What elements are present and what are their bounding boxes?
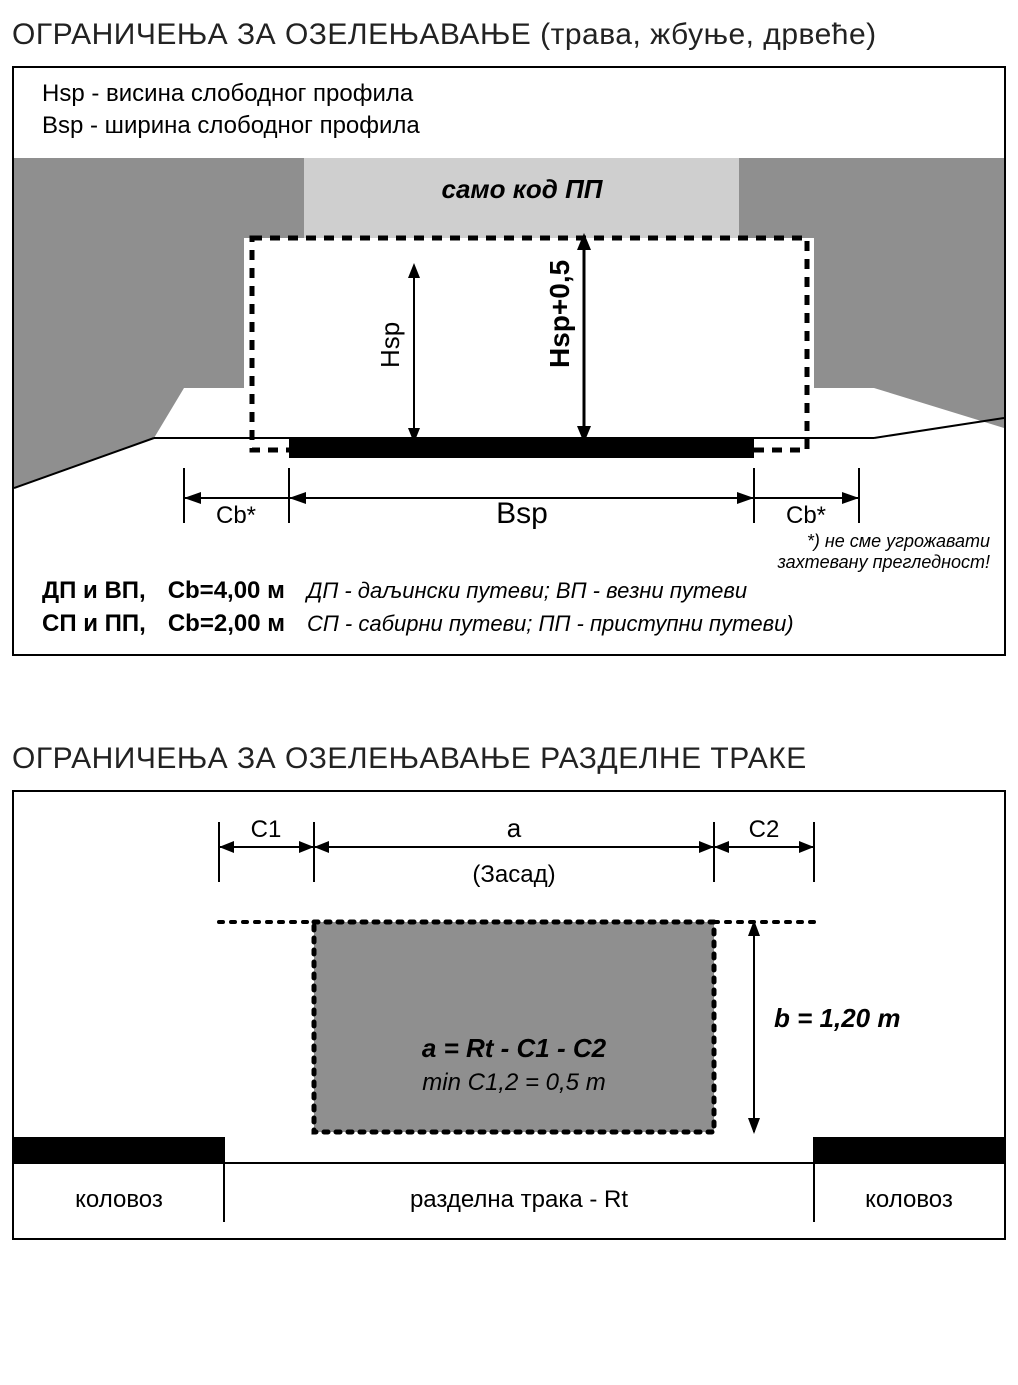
hsp-plus-dim: Hsp+0,5 (544, 233, 591, 443)
svg-text:Hsp+0,5: Hsp+0,5 (544, 260, 575, 368)
svg-text:b = 1,20 m: b = 1,20 m (774, 1003, 900, 1033)
cb-right: Cb* (754, 468, 859, 529)
median-label: разделна трака - Rt (410, 1186, 628, 1213)
row0-lead: ДП и ВП, (42, 575, 146, 607)
dashed-outer (252, 238, 807, 450)
row1-cb: Сb=2,00 м (168, 608, 285, 640)
diagram-2-svg: С1 a С2 (Засад) a = Rt - C1 - C2 min C1,… (14, 792, 1004, 1242)
svg-text:Cb*: Cb* (216, 502, 256, 529)
road-left (14, 1137, 224, 1163)
road-right (814, 1137, 1004, 1163)
cb-left: Cb* (184, 468, 289, 529)
top-note: само код ПП (441, 174, 603, 204)
bottom-notes: ДП и ВП, Сb=4,00 м ДП - даљински путеви;… (42, 575, 794, 640)
kolovoz-right: коловоз (865, 1186, 953, 1213)
row0-desc: ДП - даљински путеви; ВП - везни путеви (307, 576, 747, 606)
diagram-2: С1 a С2 (Засад) a = Rt - C1 - C2 min C1,… (12, 790, 1006, 1240)
hsp-dim: Hsp (375, 263, 420, 443)
formula: a = Rt - C1 - C2 (422, 1033, 607, 1063)
svg-text:Hsp: Hsp (375, 322, 405, 368)
mass-right (739, 158, 1004, 428)
title-1: ОГРАНИЧЕЊА ЗА ОЗЕЛЕЊАВАЊЕ (трава, жбуње,… (12, 18, 1006, 52)
diagram-1: Hsp - висина слободног профила Bsp - шир… (12, 66, 1006, 656)
row1-lead: СП и ПП, (42, 608, 146, 640)
bsp-dim: Bsp (289, 468, 754, 530)
svg-text:С1: С1 (251, 816, 282, 843)
b-dim: b = 1,20 m (748, 920, 900, 1134)
road-surface (289, 438, 754, 458)
svg-text:(Засад): (Засад) (472, 861, 555, 888)
bottom-row-0: ДП и ВП, Сb=4,00 м ДП - даљински путеви;… (42, 575, 794, 607)
svg-text:Cb*: Cb* (786, 502, 826, 529)
bottom-row-1: СП и ПП, Сb=2,00 м СП - сабирни путеви; … (42, 608, 794, 640)
row1-desc: СП - сабирни путеви; ПП - приступни путе… (307, 609, 794, 639)
row0-cb: Сb=4,00 м (168, 575, 285, 607)
title-2: ОГРАНИЧЕЊА ЗА ОЗЕЛЕЊАВАЊЕ РАЗДЕЛНЕ ТРАКЕ (12, 742, 1006, 776)
footnote-l1: *) не сме угрожавати (777, 531, 990, 553)
footnote-l2: захтевану прегледност! (777, 552, 990, 574)
svg-text:a: a (507, 813, 522, 843)
top-dims: С1 a С2 (Засад) (219, 813, 814, 888)
min-c: min C1,2 = 0,5 m (422, 1069, 605, 1096)
svg-text:С2: С2 (749, 816, 780, 843)
footnote: *) не сме угрожавати захтевану прегледно… (777, 531, 990, 574)
svg-text:Bsp: Bsp (496, 497, 548, 530)
planting-zone (314, 922, 714, 1132)
kolovoz-left: коловоз (75, 1186, 163, 1213)
